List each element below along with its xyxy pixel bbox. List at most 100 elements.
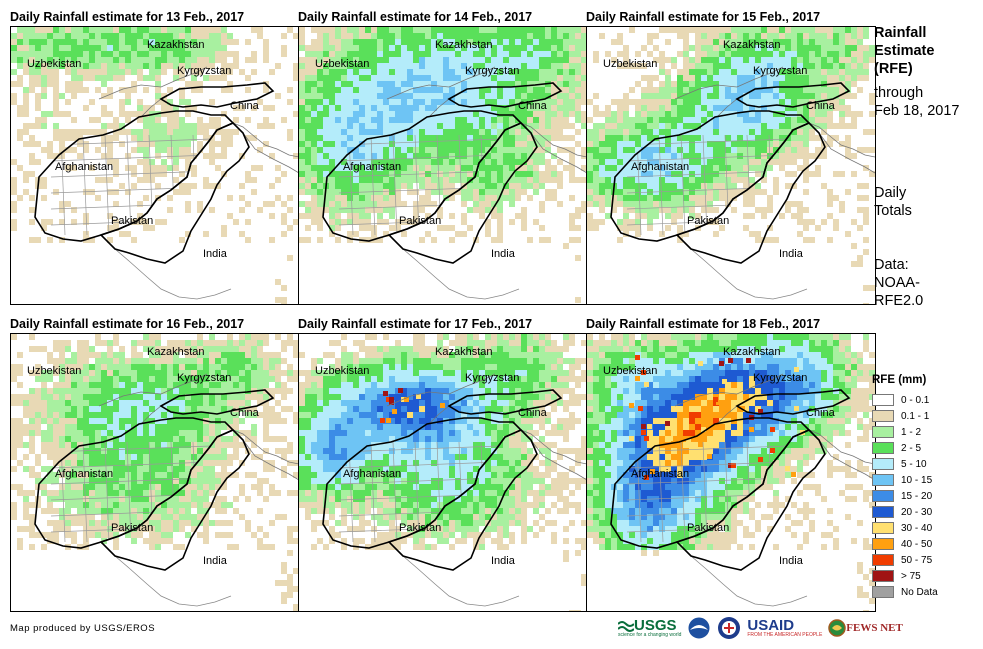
rain-cell <box>131 370 137 376</box>
rain-cell <box>29 123 35 129</box>
rain-cell <box>233 129 239 135</box>
rain-cell <box>809 99 815 105</box>
rain-cell <box>179 39 185 45</box>
rain-cell <box>497 201 503 207</box>
rain-cell <box>503 177 509 183</box>
rain-cell <box>869 99 875 105</box>
rain-cell <box>281 231 287 237</box>
rain-cell <box>317 135 323 141</box>
rain-cell <box>47 57 53 63</box>
rain-cell <box>449 99 455 105</box>
rain-cell <box>545 57 551 63</box>
rain-cell <box>329 75 335 81</box>
rain-cell <box>869 147 875 153</box>
rain-cell <box>791 159 797 165</box>
rain-cell <box>47 466 53 472</box>
rain-cell <box>269 69 275 75</box>
rain-cell <box>617 189 623 195</box>
rain-cell <box>569 39 575 45</box>
rain-cell <box>119 364 125 370</box>
rain-cell <box>359 75 365 81</box>
rain-cell <box>479 57 485 63</box>
rain-cell <box>329 147 335 153</box>
rain-cell <box>119 63 125 69</box>
rain-cell <box>569 165 575 171</box>
rain-cell <box>863 45 869 51</box>
rain-cell <box>401 81 407 87</box>
rain-cell <box>569 87 575 93</box>
rain-cell <box>701 129 707 135</box>
rain-cell <box>191 135 197 141</box>
rain-cell <box>191 442 197 448</box>
rain-cell <box>815 45 821 51</box>
rain-cell <box>95 45 101 51</box>
rain-cell <box>227 135 233 141</box>
rain-cell <box>791 45 797 51</box>
rain-cell <box>521 177 527 183</box>
rain-cell <box>299 141 305 147</box>
rain-cell <box>161 388 167 394</box>
rain-cell <box>29 442 35 448</box>
rain-cell <box>71 430 77 436</box>
rain-cell <box>623 129 629 135</box>
rain-cell <box>107 418 113 424</box>
rain-cell <box>485 93 491 99</box>
rain-cell <box>197 358 203 364</box>
rain-cell <box>695 33 701 39</box>
rain-cell <box>839 45 845 51</box>
rain-cell <box>539 51 545 57</box>
rain-cell <box>215 57 221 63</box>
rain-cell <box>743 183 749 189</box>
rain-cell <box>623 201 629 207</box>
rain-cell <box>137 39 143 45</box>
rain-cell <box>143 346 149 352</box>
rain-cell <box>137 424 143 430</box>
rain-cell <box>827 63 833 69</box>
rain-cell <box>107 346 113 352</box>
rain-cell <box>695 153 701 159</box>
rain-cell <box>749 129 755 135</box>
rain-cell <box>503 195 509 201</box>
rain-cell <box>527 93 533 99</box>
rain-cell <box>377 129 383 135</box>
rain-cell <box>113 454 119 460</box>
rain-cell <box>527 111 533 117</box>
rain-cell <box>47 237 53 243</box>
rain-cell <box>485 334 491 340</box>
rain-cell <box>827 213 833 219</box>
rain-cell <box>17 544 23 550</box>
rain-cell <box>83 412 89 418</box>
rain-cell <box>65 454 71 460</box>
rain-cell <box>245 346 251 352</box>
rain-cell <box>701 99 707 105</box>
rain-cell <box>17 382 23 388</box>
rain-cell <box>173 111 179 117</box>
rain-cell <box>461 75 467 81</box>
rain-cell <box>173 454 179 460</box>
rain-cell <box>113 430 119 436</box>
rain-cell <box>161 171 167 177</box>
rain-cell <box>53 364 59 370</box>
rain-cell <box>209 400 215 406</box>
rain-cell <box>743 69 749 75</box>
rain-cell <box>623 63 629 69</box>
rain-cell <box>299 117 305 123</box>
rain-cell <box>143 394 149 400</box>
rain-cell <box>257 412 263 418</box>
rain-cell <box>353 171 359 177</box>
rain-cell <box>317 99 323 105</box>
rain-cell <box>569 237 575 243</box>
rain-cell <box>101 514 107 520</box>
rain-cell <box>659 99 665 105</box>
rain-cell <box>467 159 473 165</box>
rain-cell <box>47 430 53 436</box>
rain-cell <box>599 177 605 183</box>
rain-cell <box>17 45 23 51</box>
rain-cell <box>359 165 365 171</box>
rainfall-map: Kazakhstan Uzbekistan Kyrgyzstan China A… <box>10 26 300 305</box>
rain-cell <box>83 346 89 352</box>
rain-cell <box>203 514 209 520</box>
rain-cell <box>431 99 437 105</box>
rain-cell <box>119 358 125 364</box>
rain-cell <box>467 334 473 340</box>
